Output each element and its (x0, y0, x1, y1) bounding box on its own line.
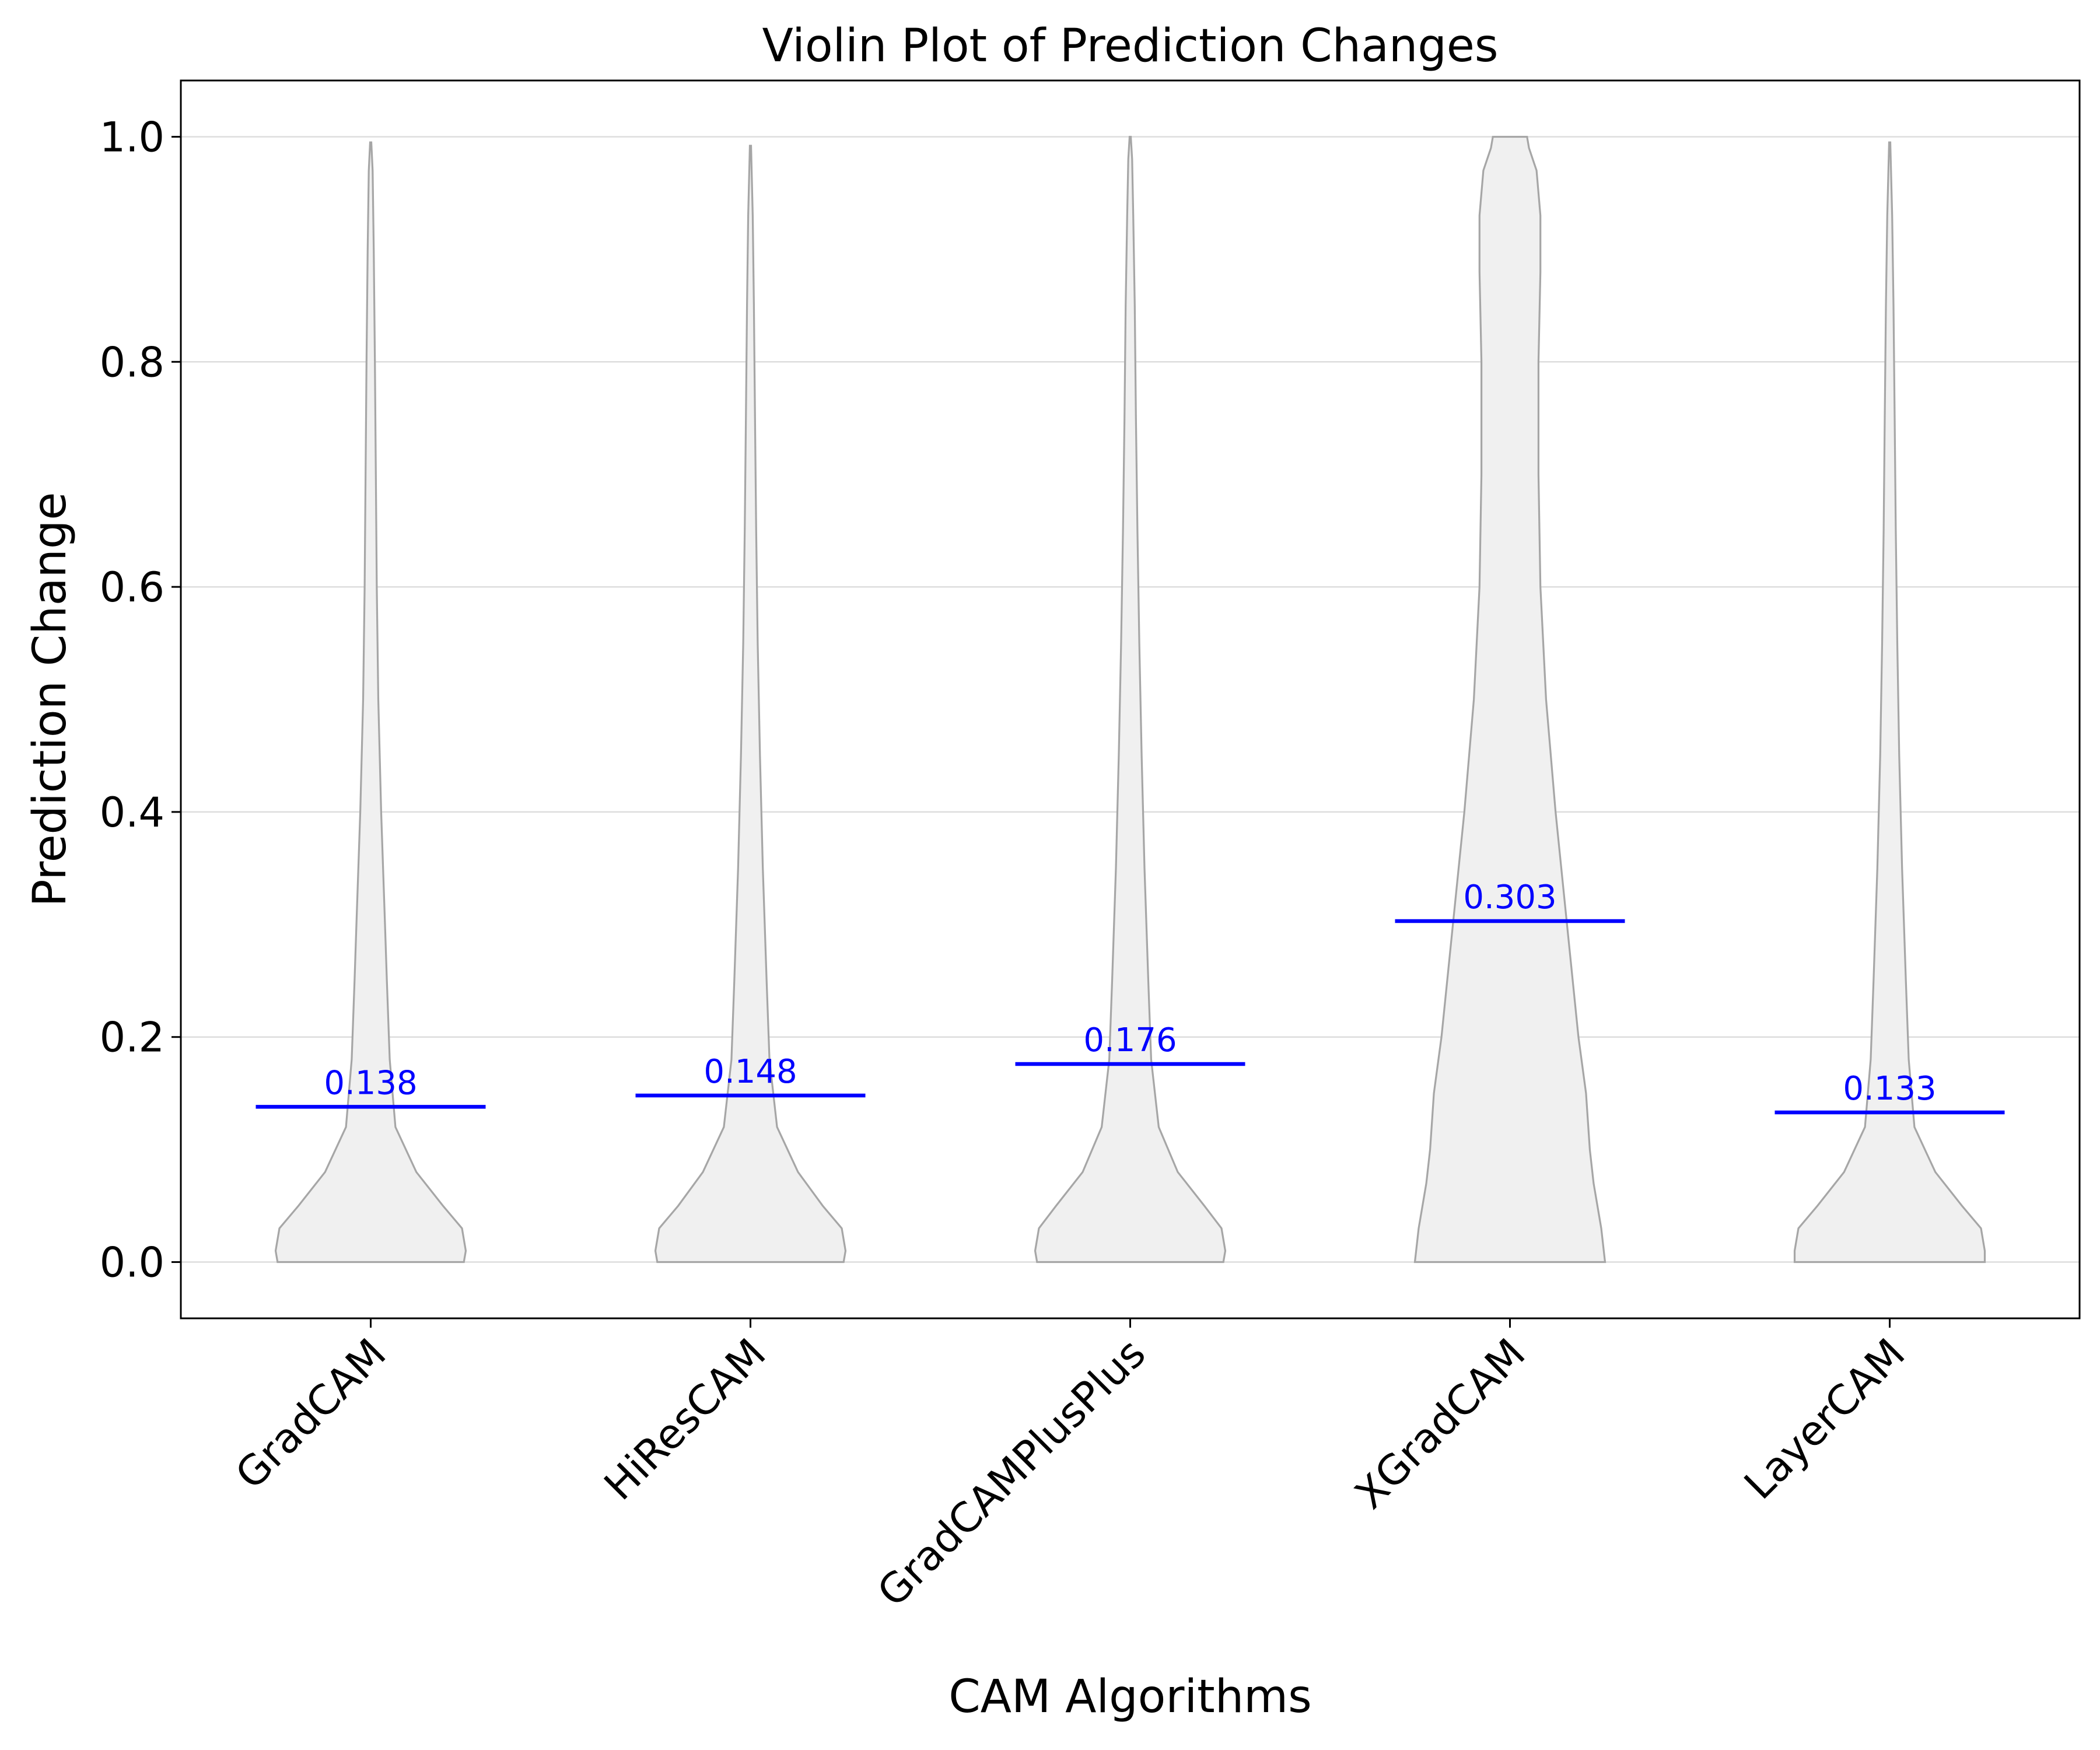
mean-layer: 0.138 0.148 0.176 0.303 0.133 (256, 878, 2005, 1115)
violin-xgradcam (1413, 135, 1606, 1264)
x-tick-label: GradCAMPlusPlus (868, 1329, 1154, 1616)
violin-layercam (1793, 141, 1986, 1264)
mean-value-label: 0.133 (1843, 1070, 1936, 1108)
x-axis-title: CAM Algorithms (949, 1671, 1312, 1723)
mean-value-label: 0.303 (1463, 878, 1556, 916)
violin-layer (274, 135, 1986, 1264)
x-tick-label: LayerCAM (1735, 1329, 1914, 1508)
y-tick-label: 0.0 (100, 1239, 164, 1287)
chart-title: Violin Plot of Prediction Changes (762, 20, 1499, 72)
y-tick-label: 0.4 (100, 789, 164, 836)
violin-gradcam (274, 141, 467, 1264)
mean-value-label: 0.148 (704, 1053, 797, 1091)
y-axis-title: Prediction Change (24, 492, 76, 907)
y-tick-label: 1.0 (100, 113, 164, 161)
violin-hirescam (654, 145, 847, 1264)
x-tick-label: HiResCAM (595, 1329, 775, 1509)
mean-value-label: 0.138 (324, 1064, 417, 1102)
mean-value-label: 0.176 (1083, 1021, 1177, 1059)
x-axis: GradCAM HiResCAM GradCAMPlusPlus XGradCAM La… (226, 1318, 1915, 1616)
violin-gradcamplusplus (1034, 135, 1227, 1264)
y-axis: 0.0 0.2 0.4 0.6 0.8 1.0 (100, 113, 181, 1287)
x-tick-label: GradCAM (226, 1329, 396, 1499)
y-tick-label: 0.6 (100, 564, 164, 611)
y-tick-label: 0.8 (100, 338, 164, 386)
y-tick-label: 0.2 (100, 1014, 164, 1062)
x-tick-label: XGradCAM (1346, 1329, 1534, 1518)
